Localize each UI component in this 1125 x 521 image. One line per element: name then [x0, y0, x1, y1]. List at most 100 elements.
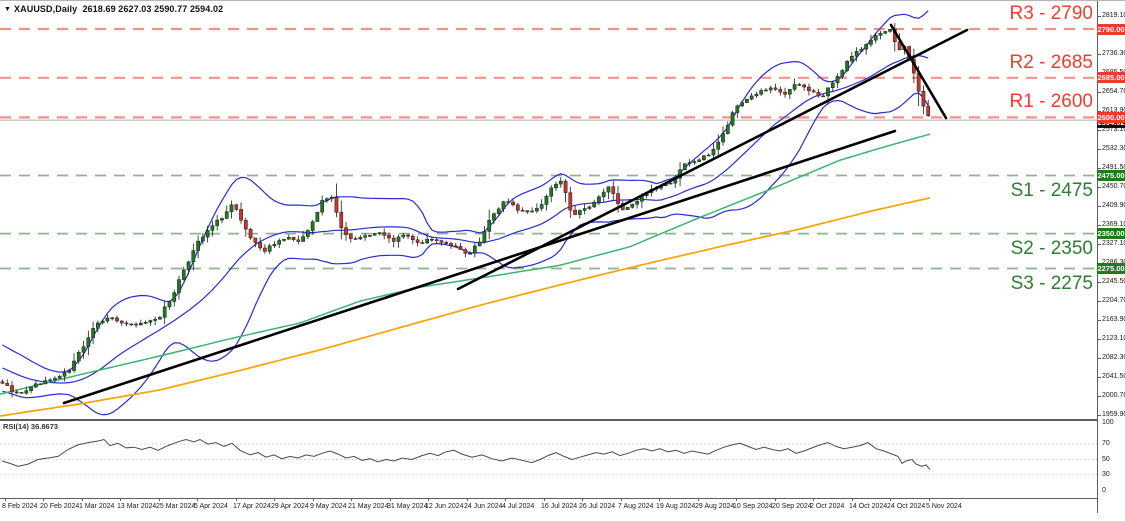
- price-tick-mark: [1097, 205, 1101, 207]
- candlestick: [845, 60, 849, 71]
- time-axis-label: 24 Jun 2024: [464, 503, 503, 510]
- time-tick-mark: [43, 498, 44, 501]
- candlestick: [100, 320, 105, 324]
- candlestick: [115, 317, 119, 322]
- candlestick: [258, 242, 262, 249]
- level-label-r1[interactable]: R1 - 2600: [1009, 91, 1093, 113]
- price-tick-label: 2245.50: [1102, 278, 1125, 286]
- candlestick: [110, 317, 115, 320]
- time-tick-mark: [544, 498, 545, 501]
- price-tick-label: 2204.70: [1102, 297, 1125, 305]
- time-tick-mark: [890, 498, 891, 501]
- candlestick: [344, 227, 348, 235]
- level-label-s3[interactable]: S3 - 2275: [1010, 272, 1093, 294]
- candlestick: [282, 238, 286, 241]
- candlestick: [578, 210, 582, 215]
- candlestick: [124, 322, 129, 325]
- time-axis-label: 26 Jul 2024: [579, 503, 616, 510]
- symbol-label: XAUUSD,Daily: [14, 4, 78, 14]
- level-label-s2[interactable]: S2 - 2350: [1010, 237, 1093, 259]
- steep-ascending-support[interactable]: [456, 28, 969, 291]
- price-tick-label: 2532.30: [1102, 144, 1125, 152]
- time-tick-mark: [428, 498, 429, 501]
- level-label-s1[interactable]: S1 - 2475: [1010, 179, 1093, 201]
- time-axis-label: 19 Aug 2024: [656, 503, 696, 510]
- time-axis-label: 21 May 2024: [348, 503, 389, 510]
- price-tick-mark: [1097, 148, 1101, 150]
- candlestick: [167, 301, 172, 308]
- candlestick: [267, 245, 272, 252]
- candlestick: [91, 328, 95, 338]
- candlestick: [592, 201, 597, 208]
- price-tick-mark: [1097, 15, 1101, 17]
- breakdown-line[interactable]: [889, 23, 948, 120]
- time-axis-label: 5 Apr 2024: [194, 503, 228, 510]
- time-axis-label: 17 Apr 2024: [233, 503, 271, 510]
- candlestick: [482, 231, 487, 243]
- candlestick: [301, 236, 305, 242]
- candlestick: [410, 235, 415, 241]
- candlestick: [377, 232, 382, 234]
- rsi-indicator-pane[interactable]: [0, 421, 1097, 498]
- candlestick: [243, 219, 248, 230]
- price-tick-mark: [1097, 54, 1101, 55]
- candlestick: [86, 337, 91, 347]
- candlestick: [234, 204, 239, 210]
- ma-fast-line: [0, 133, 931, 395]
- candlestick: [253, 237, 258, 243]
- price-tick-mark: [1097, 224, 1101, 226]
- candlestick: [248, 228, 253, 239]
- time-tick-mark: [775, 498, 776, 501]
- candlestick: [826, 87, 830, 97]
- candlestick: [768, 87, 773, 91]
- candlestick: [787, 89, 792, 95]
- main-chart-pane[interactable]: [0, 1, 1097, 419]
- price-tick-mark: [1097, 415, 1101, 417]
- candlestick: [816, 91, 821, 97]
- price-tick-mark: [1097, 91, 1101, 93]
- candlestick: [702, 155, 706, 161]
- candlestick: [859, 48, 864, 52]
- chart-title: ▼ XAUUSD,Daily 2618.69 2627.03 2590.77 25…: [4, 4, 223, 14]
- bollinger-middle-band: [2, 54, 929, 384]
- rsi-tick-label: 100: [1102, 419, 1114, 426]
- candlestick: [272, 244, 277, 247]
- time-axis-label: 1 Mar 2024: [79, 503, 115, 510]
- candlestick: [162, 306, 167, 318]
- price-tick-mark: [1097, 244, 1101, 246]
- candlestick: [153, 318, 157, 321]
- long-ascending-support[interactable]: [62, 129, 897, 405]
- price-tick-label: 2041.50: [1102, 373, 1125, 381]
- candlestick: [730, 112, 735, 126]
- candlestick: [348, 234, 353, 239]
- candlestick: [372, 233, 377, 236]
- time-tick-mark: [274, 498, 275, 501]
- time-tick-mark: [351, 498, 352, 501]
- time-axis-label: 20 Feb 2024: [40, 503, 80, 510]
- candlestick: [473, 245, 477, 254]
- candlestick: [692, 161, 697, 163]
- level-label-r2[interactable]: R2 - 2685: [1009, 51, 1093, 73]
- candlestick: [597, 196, 601, 203]
- time-axis-label: 25 Mar 2024: [156, 503, 196, 510]
- symbol-dropdown-icon[interactable]: ▼: [4, 6, 12, 13]
- candlestick: [711, 149, 716, 156]
- candlestick: [186, 261, 191, 270]
- pane-separator[interactable]: [0, 419, 1097, 421]
- price-tick-label: 2736.30: [1102, 50, 1125, 57]
- candlestick: [286, 237, 291, 240]
- candlestick: [921, 91, 926, 107]
- candlestick: [5, 383, 10, 386]
- candlestick: [811, 90, 816, 93]
- candlestick: [339, 212, 344, 228]
- candlestick: [792, 84, 797, 90]
- price-tick-label: 2450.70: [1102, 182, 1125, 190]
- time-axis-label: 13 Mar 2024: [117, 503, 157, 510]
- candlestick: [224, 211, 229, 219]
- price-tick-mark: [1097, 167, 1101, 169]
- level-label-r3[interactable]: R3 - 2790: [1009, 3, 1093, 24]
- candlestick: [96, 322, 100, 329]
- candlestick: [864, 44, 869, 50]
- candlestick: [778, 89, 783, 93]
